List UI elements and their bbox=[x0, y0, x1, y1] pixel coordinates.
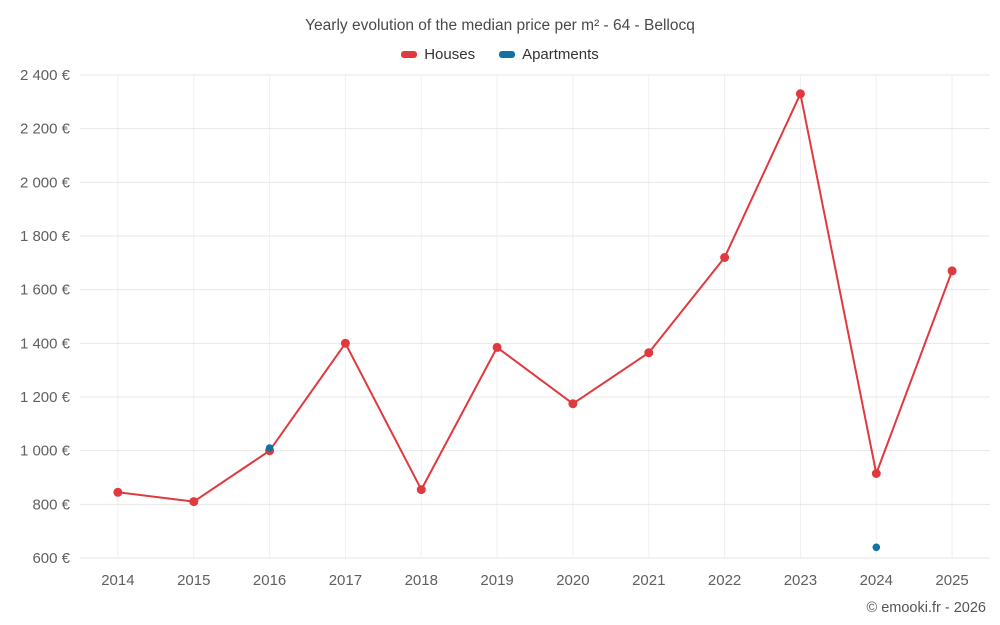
point-houses-2021[interactable] bbox=[644, 348, 654, 358]
y-tick-label: 600 € bbox=[32, 550, 70, 567]
x-tick-label: 2016 bbox=[253, 572, 286, 589]
point-houses-2015[interactable] bbox=[189, 497, 199, 507]
legend-item-houses[interactable]: Houses bbox=[401, 46, 475, 63]
y-tick-label: 1 000 € bbox=[20, 443, 71, 460]
houses-legend-swatch bbox=[401, 51, 418, 58]
x-tick-label: 2022 bbox=[708, 572, 741, 589]
x-tick-label: 2024 bbox=[860, 572, 893, 589]
point-houses-2022[interactable] bbox=[720, 253, 730, 262]
x-tick-label: 2017 bbox=[329, 572, 362, 589]
legend: Houses Apartments bbox=[0, 46, 1000, 63]
y-tick-label: 1 800 € bbox=[20, 228, 71, 245]
point-houses-2020[interactable] bbox=[568, 399, 578, 409]
x-tick-label: 2019 bbox=[480, 572, 513, 589]
x-tick-label: 2020 bbox=[556, 572, 589, 589]
y-tick-label: 800 € bbox=[32, 496, 70, 513]
y-tick-label: 2 400 € bbox=[20, 67, 71, 84]
point-houses-2014[interactable] bbox=[113, 487, 123, 497]
y-tick-label: 2 200 € bbox=[20, 121, 71, 138]
point-houses-2024[interactable] bbox=[871, 469, 881, 478]
point-houses-2018[interactable] bbox=[416, 485, 426, 495]
x-tick-label: 2014 bbox=[101, 572, 134, 589]
series-line-houses bbox=[117, 92, 954, 503]
point-houses-2025[interactable] bbox=[947, 266, 957, 276]
houses-legend-label: Houses bbox=[424, 46, 476, 63]
point-apartments-2016[interactable] bbox=[265, 444, 274, 452]
x-tick-label: 2015 bbox=[177, 572, 210, 589]
x-tick-label: 2018 bbox=[405, 572, 438, 589]
copyright: © emooki.fr - 2026 bbox=[866, 600, 986, 616]
apartments-legend-swatch bbox=[499, 51, 516, 58]
legend-item-apartments[interactable]: Apartments bbox=[499, 46, 599, 63]
x-tick-label: 2021 bbox=[632, 572, 665, 589]
y-tick-label: 2 000 € bbox=[20, 174, 71, 191]
point-houses-2023[interactable] bbox=[795, 89, 805, 99]
y-tick-label: 1 600 € bbox=[20, 282, 71, 299]
x-tick-label: 2023 bbox=[784, 572, 817, 589]
x-tick-label: 2025 bbox=[935, 572, 968, 589]
point-houses-2019[interactable] bbox=[492, 342, 502, 352]
point-houses-2017[interactable] bbox=[340, 338, 350, 348]
point-apartments-2024[interactable] bbox=[872, 543, 881, 552]
chart-title: Yearly evolution of the median price per… bbox=[305, 17, 695, 34]
apartments-legend-label: Apartments bbox=[522, 46, 599, 63]
y-tick-label: 1 200 € bbox=[20, 389, 71, 406]
y-tick-label: 1 400 € bbox=[20, 335, 71, 352]
